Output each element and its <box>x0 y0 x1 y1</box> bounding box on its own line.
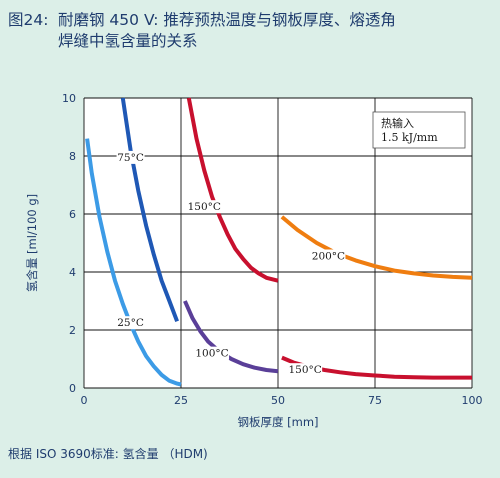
curve-label-bg-3 <box>187 200 222 214</box>
curve-label-bg-0 <box>116 316 145 330</box>
x-tick-label-4: 100 <box>462 394 483 407</box>
title-line-1: 耐磨钢 450 V: 推荐预热温度与钢板厚度、熔透角 <box>58 11 396 29</box>
heat-input-box: 热输入 1.5 kJ/mm <box>372 111 466 149</box>
curve-label-2: 100°C <box>195 348 228 360</box>
tick-labels: 0 25 50 75 100 0 2 4 6 8 10 <box>62 92 483 407</box>
curve-label-bg-1 <box>116 150 145 164</box>
curve-label-4: 150°C <box>288 364 321 376</box>
y-axis-label: 氢含量 [ml/100 g] <box>25 194 39 292</box>
curve-label-bg-2 <box>195 346 230 360</box>
x-tick-label-2: 50 <box>271 394 285 407</box>
y-tick-label-2: 4 <box>69 266 76 279</box>
footer-note: 根据 ISO 3690标准: 氢含量 （HDM) <box>8 447 208 461</box>
curve-label-5: 200°C <box>312 251 345 263</box>
x-tick-label-1: 25 <box>174 394 188 407</box>
y-tick-label-0: 0 <box>69 382 76 395</box>
curve-label-bg-4 <box>288 363 323 377</box>
heat-input-value: 1.5 kJ/mm <box>381 131 438 144</box>
x-axis-label: 钢板厚度 [mm] <box>237 415 318 429</box>
y-tick-label-5: 10 <box>62 92 76 105</box>
curve-label-0: 25°C <box>117 317 144 329</box>
y-tick-label-3: 6 <box>69 208 76 221</box>
x-tick-label-0: 0 <box>81 394 88 407</box>
heat-input-box-frame <box>372 111 466 149</box>
y-tick-label-1: 2 <box>69 324 76 337</box>
title-line-2: 焊缝中氢含量的关系 <box>58 32 198 50</box>
chart-title: 图24: 耐磨钢 450 V: 推荐预热温度与钢板厚度、熔透角 焊缝中氢含量的关系 <box>8 10 492 52</box>
series-line-0 <box>85 138 182 387</box>
x-tick-label-3: 75 <box>368 394 382 407</box>
curve-label-bg-5 <box>311 249 346 263</box>
series-line-5 <box>280 215 473 280</box>
curve-label-1: 75°C <box>117 152 144 164</box>
curve-label-3: 150°C <box>188 201 221 213</box>
heat-input-label: 热输入 <box>381 116 414 130</box>
figure-number: 图24: <box>8 11 49 29</box>
y-tick-label-4: 8 <box>69 150 76 163</box>
curve-labels: 25°C 75°C 100°C 150°C 150°C 200°C <box>116 150 346 377</box>
series-line-3 <box>186 97 279 283</box>
